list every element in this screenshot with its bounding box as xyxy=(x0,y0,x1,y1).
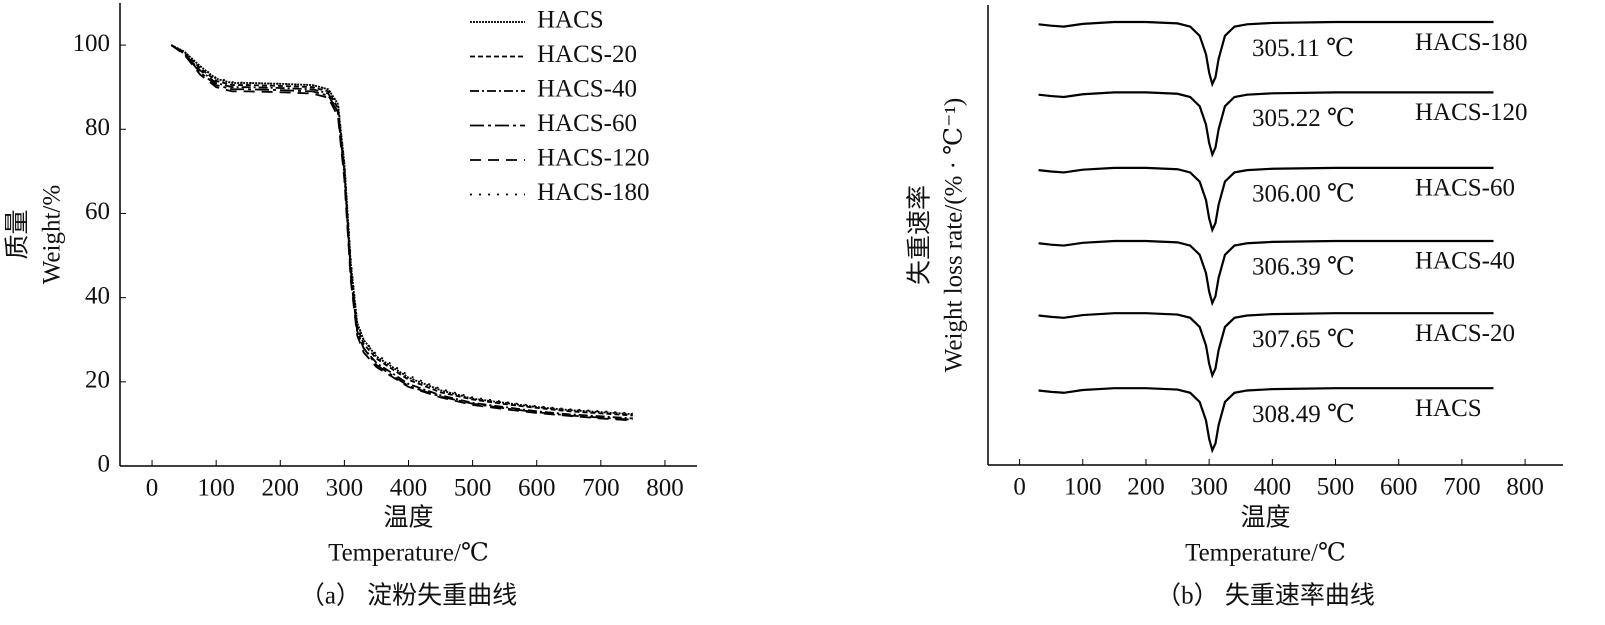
x-tick-label: 200 xyxy=(262,475,300,502)
y-tick-label: 20 xyxy=(85,367,110,394)
series-label: HACS-20 xyxy=(1415,320,1515,347)
y-tick-label: 40 xyxy=(85,282,110,309)
series-label: HACS-60 xyxy=(1415,175,1515,202)
legend-label: HACS-60 xyxy=(537,110,637,137)
legend-label: HACS-20 xyxy=(537,41,637,68)
x-tick-label: 500 xyxy=(454,475,492,502)
series-label: HACS-180 xyxy=(1415,29,1528,56)
x-tick-label: 0 xyxy=(1013,474,1026,501)
series-line xyxy=(170,44,633,422)
x-axis-label: 温度 xyxy=(383,504,433,532)
legend-label: HACS-120 xyxy=(537,145,650,172)
x-axis-label-en: Temperature/℃ xyxy=(328,540,489,567)
x-tick-label: 600 xyxy=(518,475,556,502)
x-tick-label: 0 xyxy=(146,475,159,502)
y-axis-label: 失重速率 xyxy=(906,185,934,285)
y-axis-label: 质量 xyxy=(4,209,32,259)
caption: （a） 淀粉失重曲线 xyxy=(300,582,517,610)
x-tick-label: 200 xyxy=(1127,474,1165,501)
x-axis-label-en: Temperature/℃ xyxy=(1185,540,1346,567)
x-tick-label: 300 xyxy=(326,475,364,502)
series-line xyxy=(1038,387,1494,454)
y-axis-label-en: Weight/% xyxy=(39,185,66,284)
x-tick-label: 100 xyxy=(1064,474,1102,501)
x-tick-label: 800 xyxy=(1506,474,1544,501)
x-tick-label: 400 xyxy=(1254,474,1292,501)
y-tick-label: 60 xyxy=(85,198,110,225)
x-tick-label: 300 xyxy=(1190,474,1228,501)
x-tick-label: 700 xyxy=(1443,474,1481,501)
legend-label: HACS-180 xyxy=(537,179,650,206)
series-label: HACS-40 xyxy=(1415,248,1515,275)
legend-label: HACS-40 xyxy=(537,76,637,103)
y-tick-label: 80 xyxy=(85,114,110,141)
series-label: HACS xyxy=(1415,395,1482,422)
x-tick-label: 800 xyxy=(646,475,684,502)
peak-label: 305.22 ℃ xyxy=(1252,105,1355,132)
y-axis-label-en: Weight loss rate/(% · ℃⁻¹) xyxy=(941,98,968,372)
x-tick-label: 600 xyxy=(1380,474,1418,501)
peak-label: 305.11 ℃ xyxy=(1252,35,1354,62)
x-tick-label: 100 xyxy=(197,475,235,502)
series-line xyxy=(170,44,633,416)
peak-label: 306.00 ℃ xyxy=(1252,181,1355,208)
legend-label: HACS xyxy=(537,7,604,34)
caption: （b） 失重速率曲线 xyxy=(1156,582,1375,610)
series-label: HACS-120 xyxy=(1415,99,1528,126)
peak-label: 308.49 ℃ xyxy=(1252,401,1355,428)
series-line xyxy=(1038,312,1494,379)
series-line xyxy=(170,44,633,415)
peak-label: 306.39 ℃ xyxy=(1252,254,1355,281)
series-line xyxy=(1038,166,1494,234)
x-tick-label: 700 xyxy=(582,475,620,502)
series-line xyxy=(1038,239,1494,307)
series-line xyxy=(1038,91,1494,158)
x-tick-label: 400 xyxy=(390,475,428,502)
y-tick-label: 100 xyxy=(73,30,111,57)
x-axis-label: 温度 xyxy=(1240,504,1290,532)
y-tick-label: 0 xyxy=(98,451,111,478)
x-tick-label: 500 xyxy=(1317,474,1355,501)
peak-label: 307.65 ℃ xyxy=(1252,326,1355,353)
series-line xyxy=(1038,20,1494,88)
